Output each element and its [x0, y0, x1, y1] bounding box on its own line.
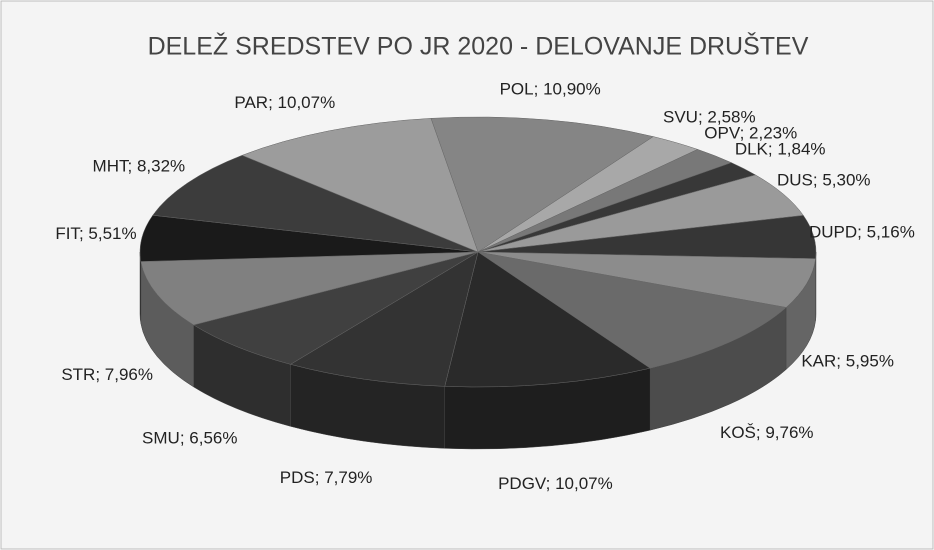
category-name: SMU: [142, 429, 180, 448]
slice: [241, 118, 479, 253]
slice: [444, 251, 651, 388]
category-name: DUPD: [809, 223, 857, 242]
data-label: PDS; 7,79%: [280, 469, 373, 488]
label-separator: ;: [768, 140, 777, 159]
slice-side-shade: [140, 261, 194, 387]
value-label: 9,76%: [765, 423, 813, 442]
value-label: 5,95%: [846, 352, 894, 371]
slice-side-shade: [786, 258, 816, 370]
value-label: 5,30%: [822, 171, 870, 190]
category-name: PDGV: [498, 474, 547, 493]
label-separator: ;: [546, 474, 555, 493]
value-label: 7,79%: [324, 469, 372, 488]
category-name: PAR: [234, 94, 268, 113]
value-label: 10,90%: [543, 80, 601, 99]
value-label: 10,07%: [278, 94, 336, 113]
label-separator: ;: [268, 94, 277, 113]
slice: [140, 251, 479, 326]
slice: [289, 251, 479, 387]
data-label: PDGV; 10,07%: [498, 474, 613, 493]
label-separator: ;: [315, 469, 324, 488]
slice-side-shade: [140, 252, 141, 324]
category-name: MHT: [93, 157, 129, 176]
data-label: KOŠ; 9,76%: [720, 423, 814, 442]
label-separator: ;: [95, 365, 104, 384]
data-label: PAR; 10,07%: [234, 94, 335, 113]
label-separator: ;: [180, 429, 189, 448]
value-label: 2,23%: [749, 124, 797, 143]
category-name: POL: [500, 80, 534, 99]
slice: [430, 116, 654, 253]
value-label: 8,32%: [137, 157, 185, 176]
label-separator: ;: [836, 352, 845, 371]
slice: [152, 155, 479, 253]
data-label: POL; 10,90%: [500, 80, 601, 99]
label-separator: ;: [740, 124, 749, 143]
slice: [192, 251, 479, 365]
value-label: 1,84%: [777, 140, 825, 159]
value-label: 10,07%: [555, 474, 613, 493]
data-label: MHT; 8,32%: [93, 157, 186, 176]
label-separator: ;: [128, 157, 137, 176]
data-label: SVU; 2,58%: [663, 108, 756, 127]
label-separator: ;: [813, 171, 822, 190]
slice-side-shade: [650, 307, 787, 431]
label-separator: ;: [857, 223, 866, 242]
label-separator: ;: [756, 423, 765, 442]
category-name: FIT: [55, 225, 80, 244]
slice-side-shade: [444, 368, 651, 449]
category-name: OPV: [704, 124, 741, 143]
category-name: KOŠ: [720, 423, 756, 442]
slice: [477, 251, 816, 308]
label-separator: ;: [79, 225, 88, 244]
data-label: DUPD; 5,16%: [809, 223, 915, 242]
slice: [477, 251, 787, 369]
label-separator: ;: [534, 80, 543, 99]
data-label: KAR; 5,95%: [801, 352, 894, 371]
value-label: 6,56%: [189, 429, 237, 448]
category-name: PDS: [280, 469, 315, 488]
slice-side-shade: [290, 364, 445, 449]
category-name: KAR: [801, 352, 836, 371]
data-label: SMU; 6,56%: [142, 429, 237, 448]
value-label: 5,51%: [88, 225, 136, 244]
data-label: DUS; 5,30%: [777, 171, 871, 190]
chart-title: DELEŽ SREDSTEV PO JR 2020 - DELOVANJE DR…: [148, 32, 809, 61]
value-label: 7,96%: [105, 365, 153, 384]
category-name: DUS: [777, 171, 813, 190]
data-label: STR; 7,96%: [61, 365, 153, 384]
data-label: OPV; 2,23%: [704, 124, 797, 143]
category-name: SVU: [663, 108, 698, 127]
data-label: FIT; 5,51%: [55, 225, 136, 244]
value-label: 5,16%: [867, 223, 915, 242]
data-label: DLK; 1,84%: [735, 140, 826, 159]
value-label: 2,58%: [707, 108, 755, 127]
label-separator: ;: [698, 108, 707, 127]
category-name: DLK: [735, 140, 769, 159]
slice-side-shade: [193, 324, 291, 427]
category-name: STR: [61, 365, 95, 384]
